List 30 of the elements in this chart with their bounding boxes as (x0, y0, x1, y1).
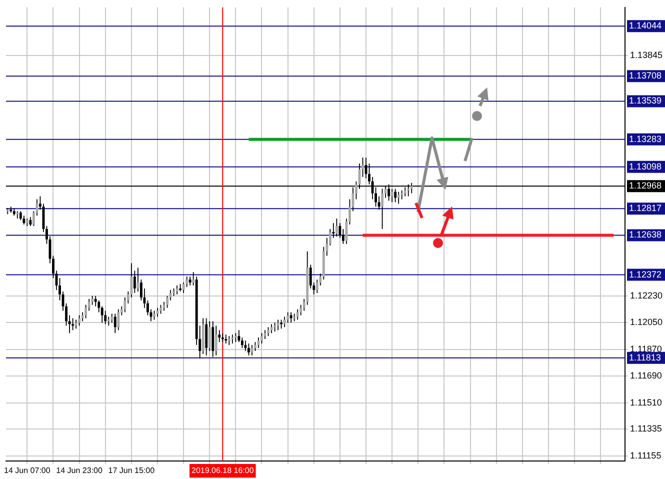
candlestick (231, 334, 234, 344)
candlestick (228, 336, 230, 345)
ref-line-label: 1.12968 (629, 180, 662, 191)
y-tick-label: 1.11870 (630, 344, 662, 354)
candlestick (234, 333, 237, 342)
y-tick-label: 1.12050 (630, 317, 663, 328)
ref-line-label: 1.12817 (629, 203, 662, 214)
candlestick (224, 334, 228, 344)
y-tick-label: 1.11335 (630, 424, 662, 434)
ref-line-label: 1.11813 (629, 352, 661, 362)
candlestick (400, 190, 404, 200)
ref-line-label: 1.13283 (629, 134, 662, 144)
x-tick-label: 14 Jun 23:00 (56, 466, 103, 476)
ref-line-label: 1.12638 (629, 230, 662, 240)
x-tick-label: 2019.06.18 16:00 (192, 466, 254, 476)
y-tick-label: 1.11690 (630, 370, 662, 381)
y-tick-label: 1.13845 (630, 50, 663, 60)
x-tick-label: 14 Jun 07:00 (4, 466, 51, 476)
y-tick-label: 1.11510 (630, 397, 662, 408)
ref-line-label: 1.13539 (629, 96, 662, 106)
candlestick (221, 333, 224, 342)
x-tick-label: 17 Jun 15:00 (108, 466, 156, 476)
y-tick-label: 1.12230 (630, 290, 663, 300)
ref-line-label: 1.13098 (629, 161, 662, 172)
ref-line-label: 1.13708 (629, 70, 662, 81)
ref-line-label: 1.14044 (629, 20, 662, 31)
y-tick-label: 1.11155 (630, 450, 662, 460)
candlestick (332, 223, 335, 238)
ref-line-label: 1.12372 (629, 269, 662, 280)
candlestick (107, 316, 110, 326)
